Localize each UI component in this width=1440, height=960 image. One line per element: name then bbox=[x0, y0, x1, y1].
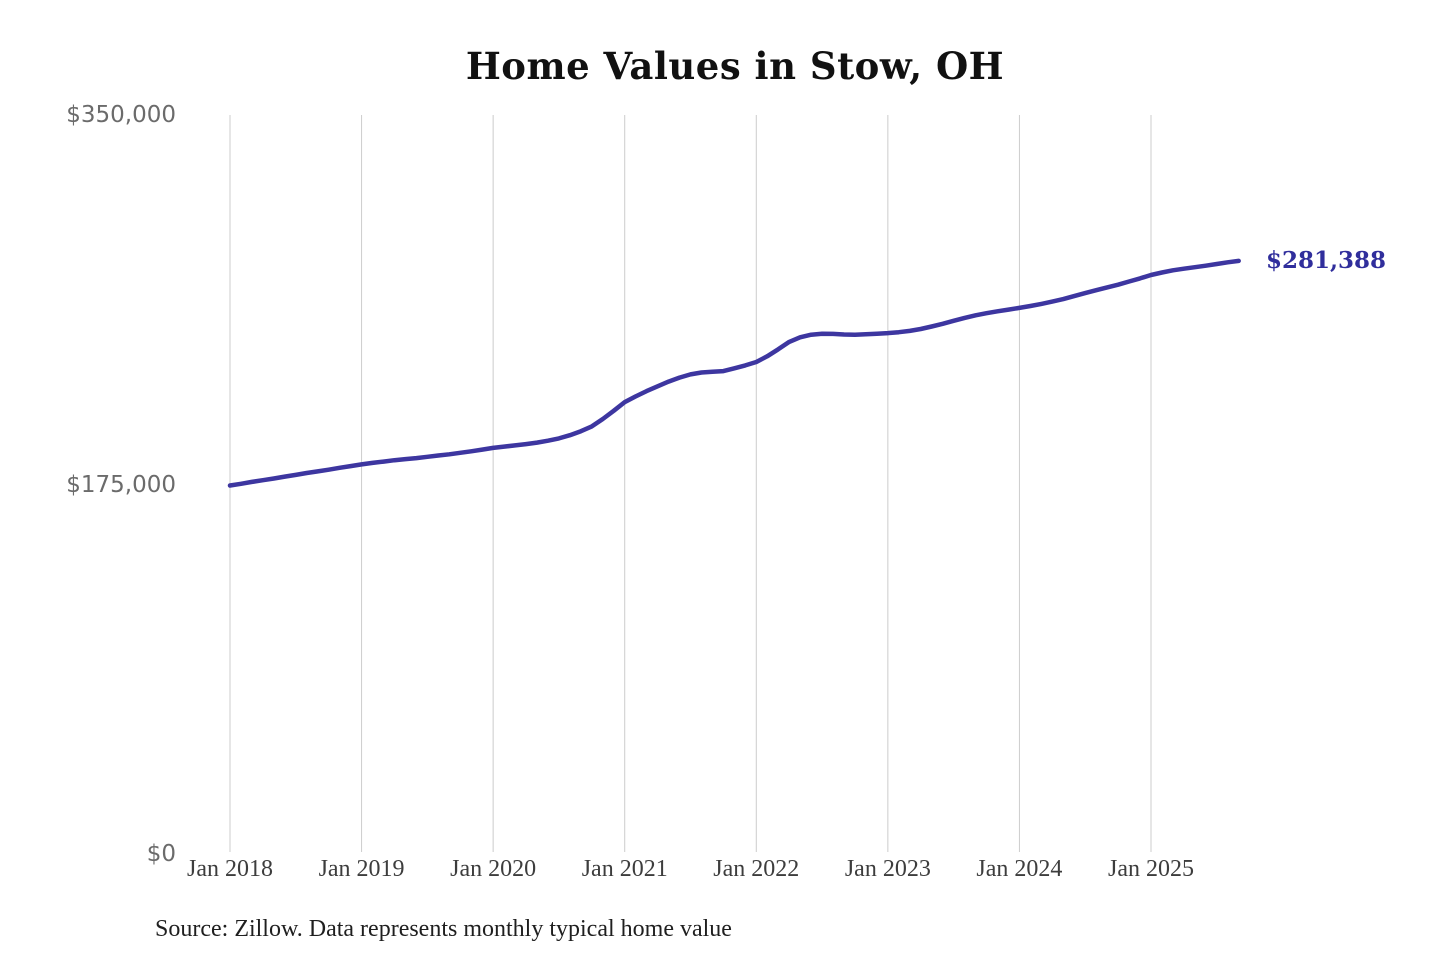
gridlines-group bbox=[229, 115, 1152, 852]
x-tick-label: Jan 2024 bbox=[976, 856, 1063, 882]
x-tick-label: Jan 2025 bbox=[1107, 856, 1194, 882]
x-tick-label: Jan 2018 bbox=[187, 856, 273, 882]
y-tick-label: $175,000 bbox=[66, 471, 176, 498]
x-tick-label: Jan 2023 bbox=[844, 856, 931, 882]
latest-value-label: $281,388 bbox=[1266, 246, 1387, 274]
x-tick-label: Jan 2022 bbox=[713, 856, 800, 882]
y-tick-label: $350,000 bbox=[66, 102, 176, 128]
chart-title: Home Values in Stow, OH bbox=[465, 44, 1005, 88]
x-tick-label: Jan 2021 bbox=[581, 856, 668, 882]
y-tick-label: $0 bbox=[146, 841, 176, 867]
x-tick-label: Jan 2020 bbox=[450, 856, 537, 882]
x-tick-label: Jan 2019 bbox=[318, 856, 405, 882]
source-note: Source: Zillow. Data represents monthly … bbox=[155, 916, 732, 942]
home-value-line bbox=[227, 258, 1241, 488]
